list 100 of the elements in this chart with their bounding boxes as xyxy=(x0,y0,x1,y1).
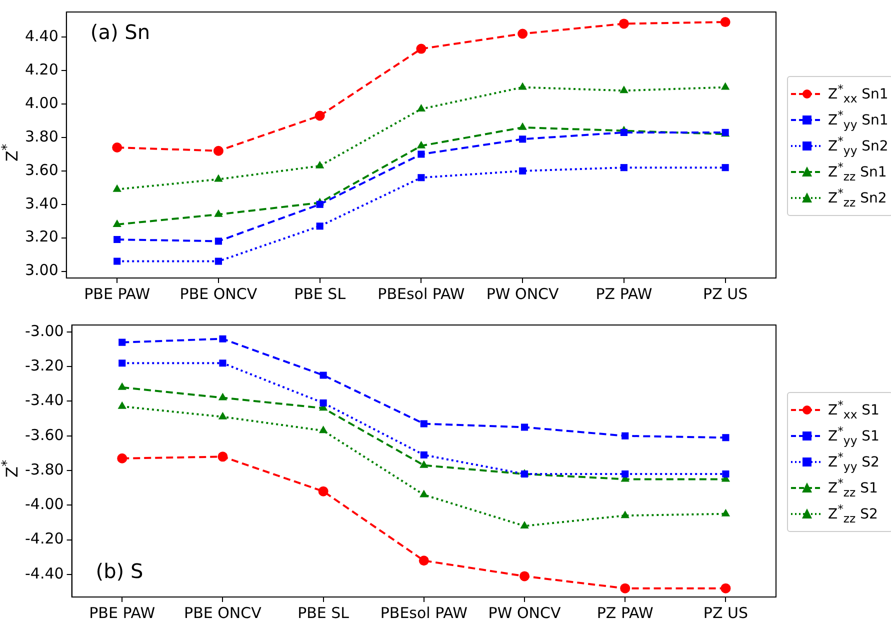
point xyxy=(418,174,425,182)
point xyxy=(420,490,428,498)
point xyxy=(214,258,222,265)
x-tick-label: PBEsol PAW xyxy=(378,284,465,303)
point xyxy=(620,164,628,172)
point xyxy=(720,82,730,90)
point xyxy=(314,110,325,121)
point xyxy=(622,470,629,478)
point xyxy=(118,338,126,346)
point xyxy=(416,140,426,148)
point xyxy=(118,401,126,409)
point xyxy=(320,372,327,379)
y-tick-label: 3.00 xyxy=(24,261,58,280)
x-tick-label: PBE SL xyxy=(294,284,346,303)
point xyxy=(117,453,128,464)
x-tick-label: PBE ONCV xyxy=(180,284,258,303)
x-tick-label: PBE PAW xyxy=(84,284,150,303)
point xyxy=(214,238,222,245)
point xyxy=(620,128,628,136)
y-tick-label: -3.00 xyxy=(25,322,64,340)
y-tick-label: -3.40 xyxy=(25,391,64,410)
point xyxy=(721,508,730,516)
x-tick-label: PBE PAW xyxy=(89,604,156,622)
legend-label: Z$^{*}$$_{yy}$ S2 xyxy=(828,450,880,474)
x-tick-label: PZ US xyxy=(703,604,748,622)
point xyxy=(720,583,731,594)
annotation: (b) S xyxy=(96,559,144,584)
point xyxy=(722,434,730,442)
point xyxy=(418,556,429,566)
y-tick-label: 3.80 xyxy=(24,127,58,146)
x-tick-label: PBEsol PAW xyxy=(380,604,468,622)
y-tick-label: -4.20 xyxy=(25,530,64,548)
point xyxy=(118,360,126,367)
x-tick-label: PBE ONCV xyxy=(184,604,262,622)
annotation: (a) Sn xyxy=(90,20,150,44)
point xyxy=(219,360,226,367)
x-tick-label: PW ONCV xyxy=(486,284,560,303)
point xyxy=(722,470,730,478)
y-tick-label: -4.00 xyxy=(25,495,64,514)
point xyxy=(218,412,228,420)
y-tick-label: -3.60 xyxy=(25,426,64,444)
y-tick-label: -4.40 xyxy=(25,564,64,582)
point xyxy=(420,420,428,428)
point xyxy=(316,160,324,168)
point xyxy=(316,222,324,230)
point xyxy=(520,424,528,431)
point xyxy=(118,382,126,390)
point xyxy=(418,150,425,158)
point xyxy=(213,146,224,156)
point xyxy=(519,167,526,174)
point xyxy=(720,17,730,28)
point xyxy=(219,335,226,342)
x-tick-label: PW ONCV xyxy=(488,604,562,622)
point xyxy=(520,571,530,582)
legend-label: Z$^{*}$$_{yy}$ Sn2 xyxy=(828,134,888,158)
y-tick-label: 3.60 xyxy=(24,160,58,179)
y-tick-label: 3.40 xyxy=(24,194,58,212)
point xyxy=(518,28,528,39)
legend-label: Z$^{*}$$_{zz}$ S2 xyxy=(828,502,878,526)
point xyxy=(416,44,426,54)
x-tick-label: PZ PAW xyxy=(596,284,652,303)
y-tick-label: -3.20 xyxy=(25,356,64,374)
point xyxy=(518,82,527,90)
legend-label: Z$^{*}$$_{xx}$ Sn1 xyxy=(828,82,888,106)
y-tick-label: 4.40 xyxy=(24,26,58,45)
point xyxy=(318,486,328,496)
y-tick-label: 4.20 xyxy=(24,60,58,78)
x-tick-label: PZ US xyxy=(703,284,748,303)
y-tick-label: 4.00 xyxy=(24,94,58,112)
legend-label: Z$^{*}$$_{zz}$ Sn1 xyxy=(828,160,887,184)
point xyxy=(112,184,122,192)
point xyxy=(618,18,629,29)
point xyxy=(218,452,228,462)
point xyxy=(416,104,426,112)
point xyxy=(519,136,526,143)
point xyxy=(318,426,328,434)
point xyxy=(214,174,223,182)
legend-label: Z$^{*}$$_{yy}$ S1 xyxy=(828,424,880,448)
legend-label: Z$^{*}$$_{zz}$ Sn2 xyxy=(828,186,887,210)
legend-label: Z$^{*}$$_{xx}$ S1 xyxy=(828,398,880,422)
legend-label: Z$^{*}$$_{zz}$ S1 xyxy=(828,476,878,500)
point xyxy=(420,460,428,468)
point xyxy=(520,520,529,528)
point xyxy=(722,164,729,172)
point xyxy=(112,219,122,227)
point xyxy=(518,122,527,130)
x-tick-label: PZ PAW xyxy=(596,604,654,622)
point xyxy=(620,510,630,518)
point xyxy=(320,399,327,406)
point xyxy=(316,200,324,208)
point xyxy=(622,432,629,440)
point xyxy=(114,236,121,244)
legend-label: Z$^{*}$$_{yy}$ Sn1 xyxy=(828,108,888,132)
point xyxy=(214,209,223,217)
point xyxy=(620,583,630,594)
point xyxy=(114,258,121,265)
point xyxy=(420,451,428,458)
x-tick-label: PBE SL xyxy=(298,604,350,622)
point xyxy=(620,86,628,94)
point xyxy=(218,392,228,400)
